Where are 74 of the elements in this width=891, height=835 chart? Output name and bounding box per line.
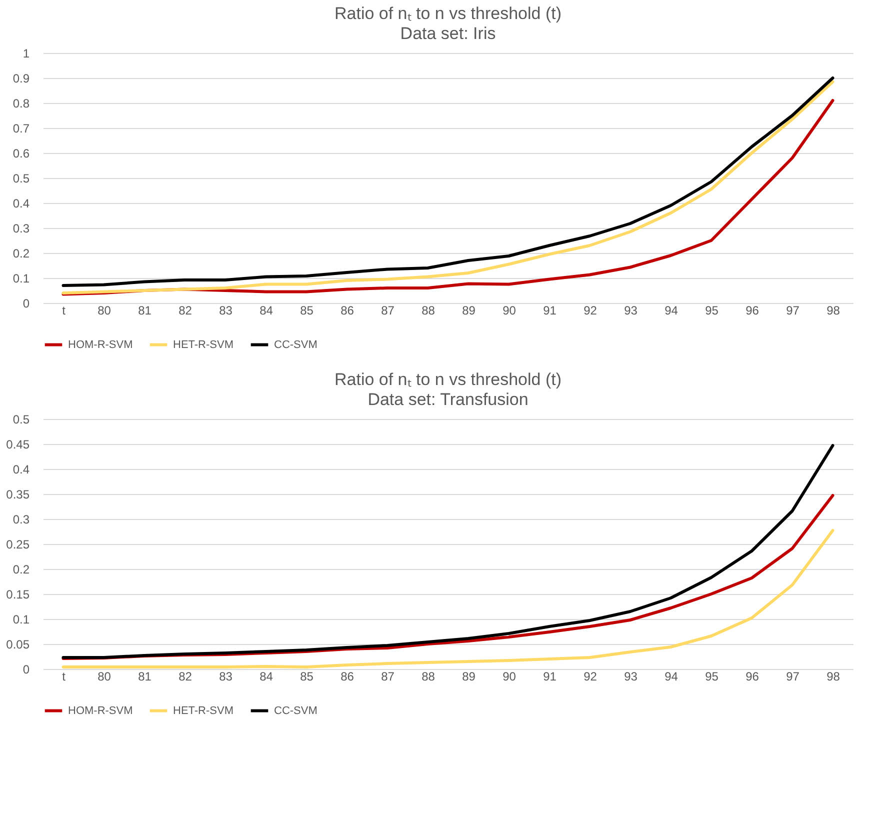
legend-label: CC-SVM [274,338,318,351]
x-tick-label: 98 [826,670,840,684]
y-tick-label: 0 [22,662,30,676]
y-tick-label: 0.2 [12,562,30,576]
y-tick-label: 0.4 [12,462,30,476]
x-tick-label: 92 [584,670,598,684]
x-tick-label: 94 [664,304,678,318]
y-tick-label: 0.25 [6,538,30,552]
y-tick-label: 0.8 [12,96,30,110]
x-tick-label: 84 [260,670,274,684]
y-tick-label: 0.15 [6,588,30,602]
x-tick-label: 95 [705,304,719,318]
x-tick-label: 90 [502,670,516,684]
x-tick-label: 84 [260,304,274,318]
x-tick-label: 88 [422,304,436,318]
x-tick-label: 90 [502,304,516,318]
x-tick-label: 98 [826,304,840,318]
x-tick-label: 97 [786,670,800,684]
x-tick-label: 95 [705,670,719,684]
y-tick-label: 0.9 [12,72,30,86]
chart-subtitle: Data set: Iris [400,24,496,43]
chart-title: Ratio of nₜ to n vs threshold (t) [334,4,562,23]
y-tick-label: 0.05 [6,638,30,652]
legend-label: CC-SVM [274,704,318,717]
y-tick-label: 0.5 [12,172,30,186]
y-tick-label: 0.3 [12,512,30,526]
y-tick-label: 0.3 [12,222,30,236]
line-series [62,529,834,668]
x-tick-label: t [62,304,66,318]
y-tick-label: 1 [22,46,30,60]
legend-label: HOM-R-SVM [68,338,133,351]
x-tick-label: 88 [422,670,436,684]
x-tick-label: 82 [178,304,192,318]
x-tick-label: 83 [219,670,233,684]
x-tick-label: 81 [138,670,152,684]
x-tick-label: 94 [664,670,678,684]
line-series [62,444,834,659]
y-tick-label: 0.1 [12,272,30,286]
y-tick-label: 0.35 [6,488,30,502]
chart-title: Ratio of nₜ to n vs threshold (t) [334,370,562,389]
x-tick-label: 87 [381,304,395,318]
y-tick-label: 0.2 [12,246,30,260]
x-tick-label: t [62,670,66,684]
chart-subtitle: Data set: Transfusion [368,390,528,409]
x-tick-label: 96 [746,670,760,684]
x-tick-label: 92 [584,304,598,318]
x-tick-label: 87 [381,670,395,684]
x-tick-label: 89 [462,304,476,318]
x-tick-label: 83 [219,304,233,318]
legend-label: HET-R-SVM [173,338,234,351]
y-tick-label: 0.7 [12,122,30,136]
x-tick-label: 91 [543,304,557,318]
x-tick-label: 85 [300,304,314,318]
x-tick-label: 96 [746,304,760,318]
x-tick-label: 86 [340,304,354,318]
x-tick-label: 80 [98,304,112,318]
y-tick-label: 0 [22,296,30,310]
x-tick-label: 86 [340,670,354,684]
x-tick-label: 81 [138,304,152,318]
x-tick-label: 85 [300,670,314,684]
x-tick-label: 80 [98,670,112,684]
y-tick-label: 0.6 [12,146,30,160]
y-tick-label: 0.1 [12,612,30,626]
legend-label: HOM-R-SVM [68,704,133,717]
x-tick-label: 97 [786,304,800,318]
x-tick-label: 82 [178,670,192,684]
x-tick-label: 93 [624,670,638,684]
x-tick-label: 93 [624,304,638,318]
x-tick-label: 89 [462,670,476,684]
y-tick-label: 0.5 [12,412,30,426]
legend-label: HET-R-SVM [173,704,234,717]
y-tick-label: 0.4 [12,196,30,210]
y-tick-label: 0.45 [6,438,30,452]
x-tick-label: 91 [543,670,557,684]
